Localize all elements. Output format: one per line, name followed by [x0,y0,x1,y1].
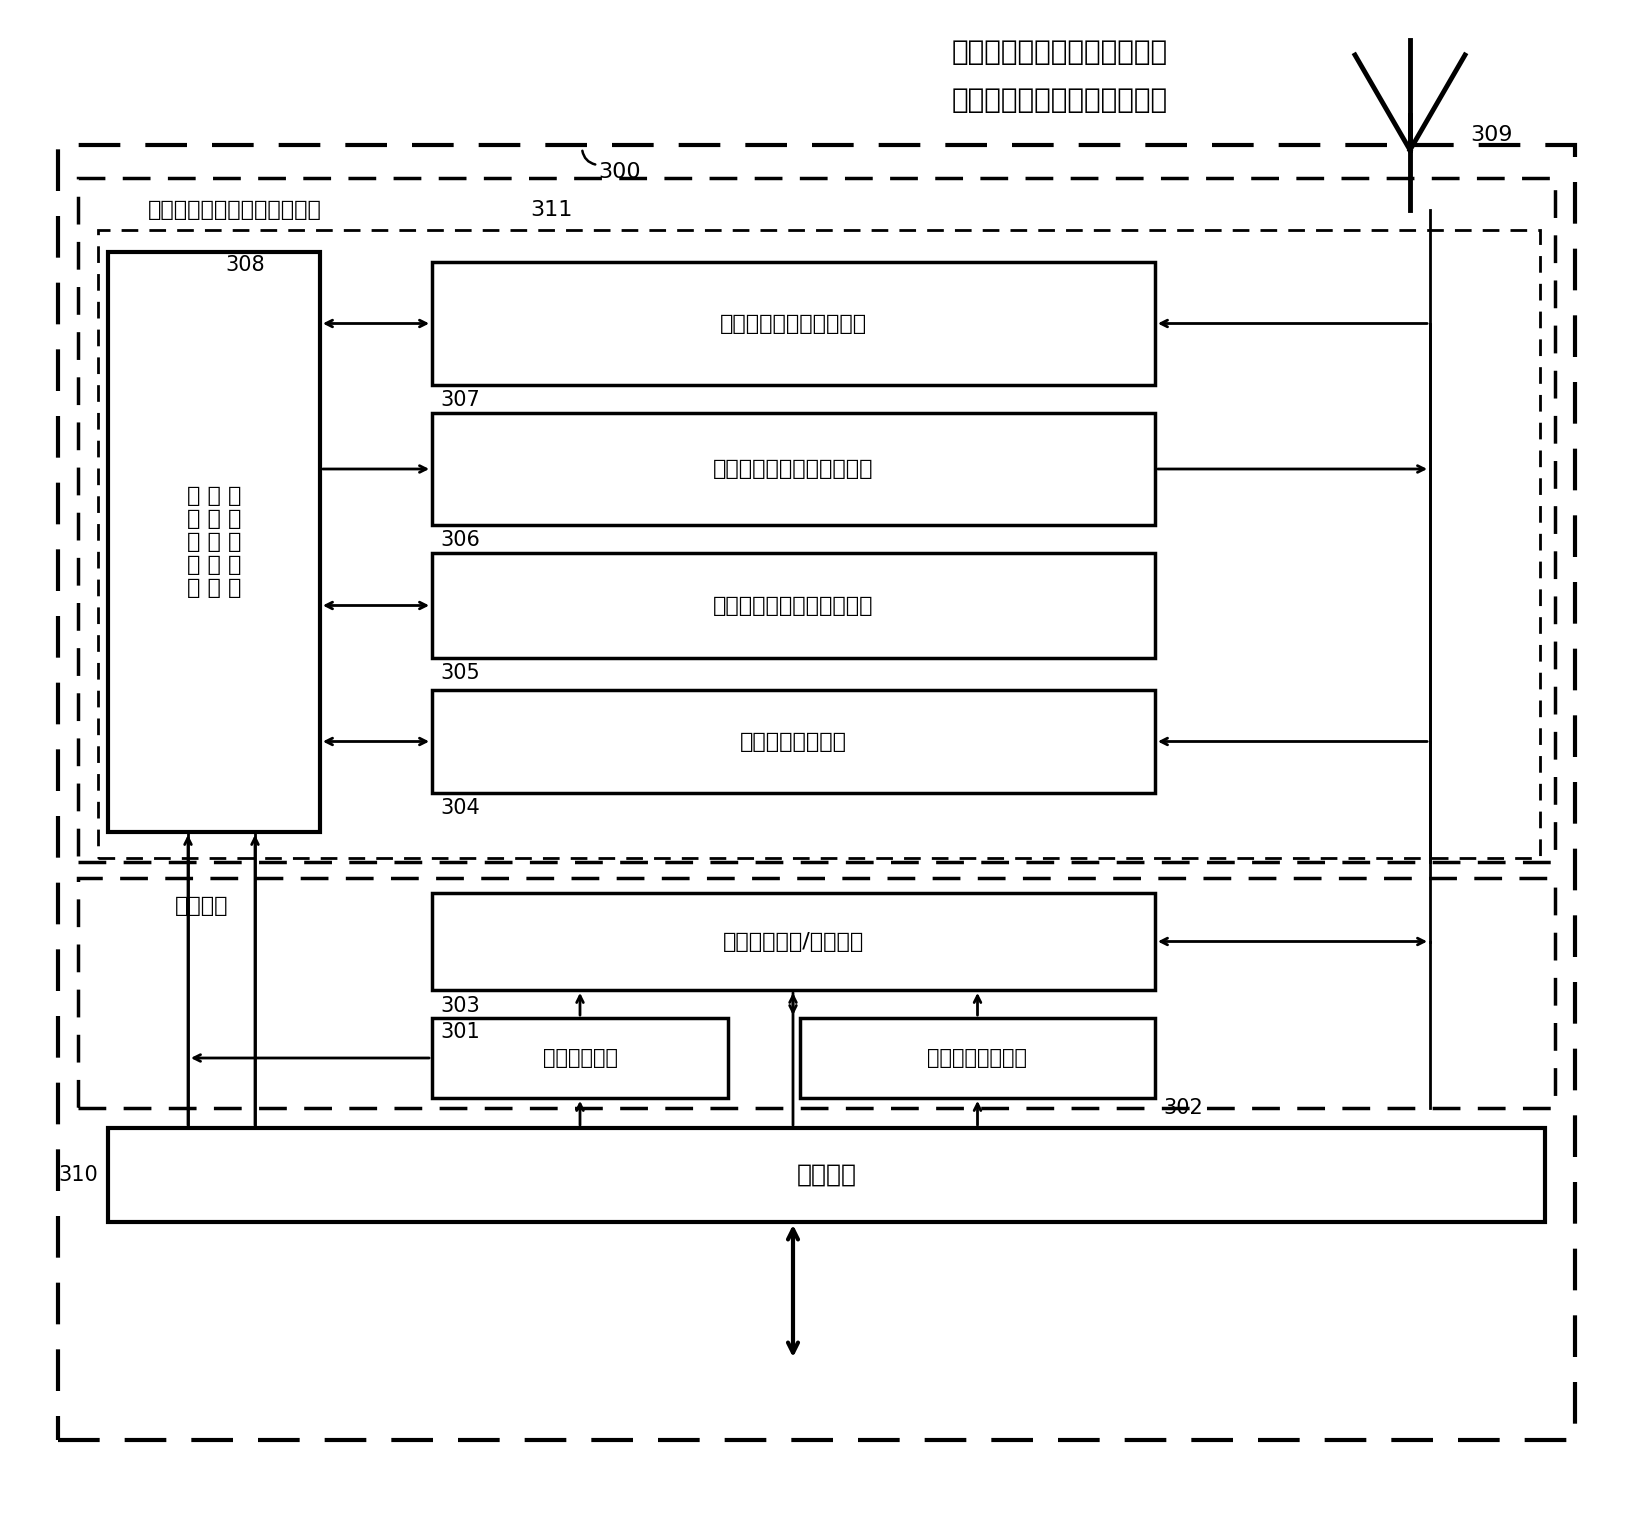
Text: 307: 307 [440,389,479,411]
Text: 308: 308 [225,255,264,276]
Text: 干扰关系测量信号发射单元: 干扰关系测量信号发射单元 [714,459,873,479]
Text: 303: 303 [440,995,479,1017]
Bar [432,414,1155,526]
Text: 带有干扰关系测量和无线环境: 带有干扰关系测量和无线环境 [952,38,1168,67]
Text: 306: 306 [440,530,479,550]
Text: 干扰关系测量信号接收单: 干扰关系测量信号接收单 [720,314,866,333]
Text: 信道配置控制单元: 信道配置控制单元 [927,1048,1027,1068]
Bar [57,145,1575,1439]
Bar [432,892,1155,989]
Bar [801,1018,1155,1098]
Text: 304: 304 [440,798,479,818]
Text: 305: 305 [440,664,479,683]
Text: 同步控制单元: 同步控制单元 [543,1048,617,1068]
Text: 干扰关系测量信号产生单元: 干扰关系测量信号产生单元 [714,595,873,615]
Text: 300: 300 [597,162,640,182]
Bar [79,879,1556,1107]
Text: 通信单元: 通信单元 [176,895,228,917]
Text: 干扰关系及无线环境测量单元: 干扰关系及无线环境测量单元 [148,200,322,220]
Text: 无线环境测量单元: 无线环境测量单元 [740,732,847,751]
Text: 接口单元: 接口单元 [796,1164,857,1186]
Text: 311: 311 [530,200,573,220]
Text: 干 扰 关
系 及 无
线 环 境
测 量 控
制 单 元: 干 扰 关 系 及 无 线 环 境 测 量 控 制 单 元 [187,486,241,598]
Bar [432,553,1155,658]
Bar [432,689,1155,792]
Text: 302: 302 [1163,1098,1203,1118]
Text: 310: 310 [57,1165,98,1185]
Bar [98,230,1539,857]
Bar [108,1129,1544,1223]
Bar [432,1018,729,1098]
Bar [432,262,1155,385]
Text: 301: 301 [440,1023,479,1042]
Bar [108,251,320,832]
Text: 无线接入点收/发信单元: 无线接入点收/发信单元 [724,932,865,951]
Bar [79,177,1556,862]
Text: 测量单元的微小区无线接入点: 测量单元的微小区无线接入点 [952,86,1168,114]
Text: 309: 309 [1470,126,1513,145]
